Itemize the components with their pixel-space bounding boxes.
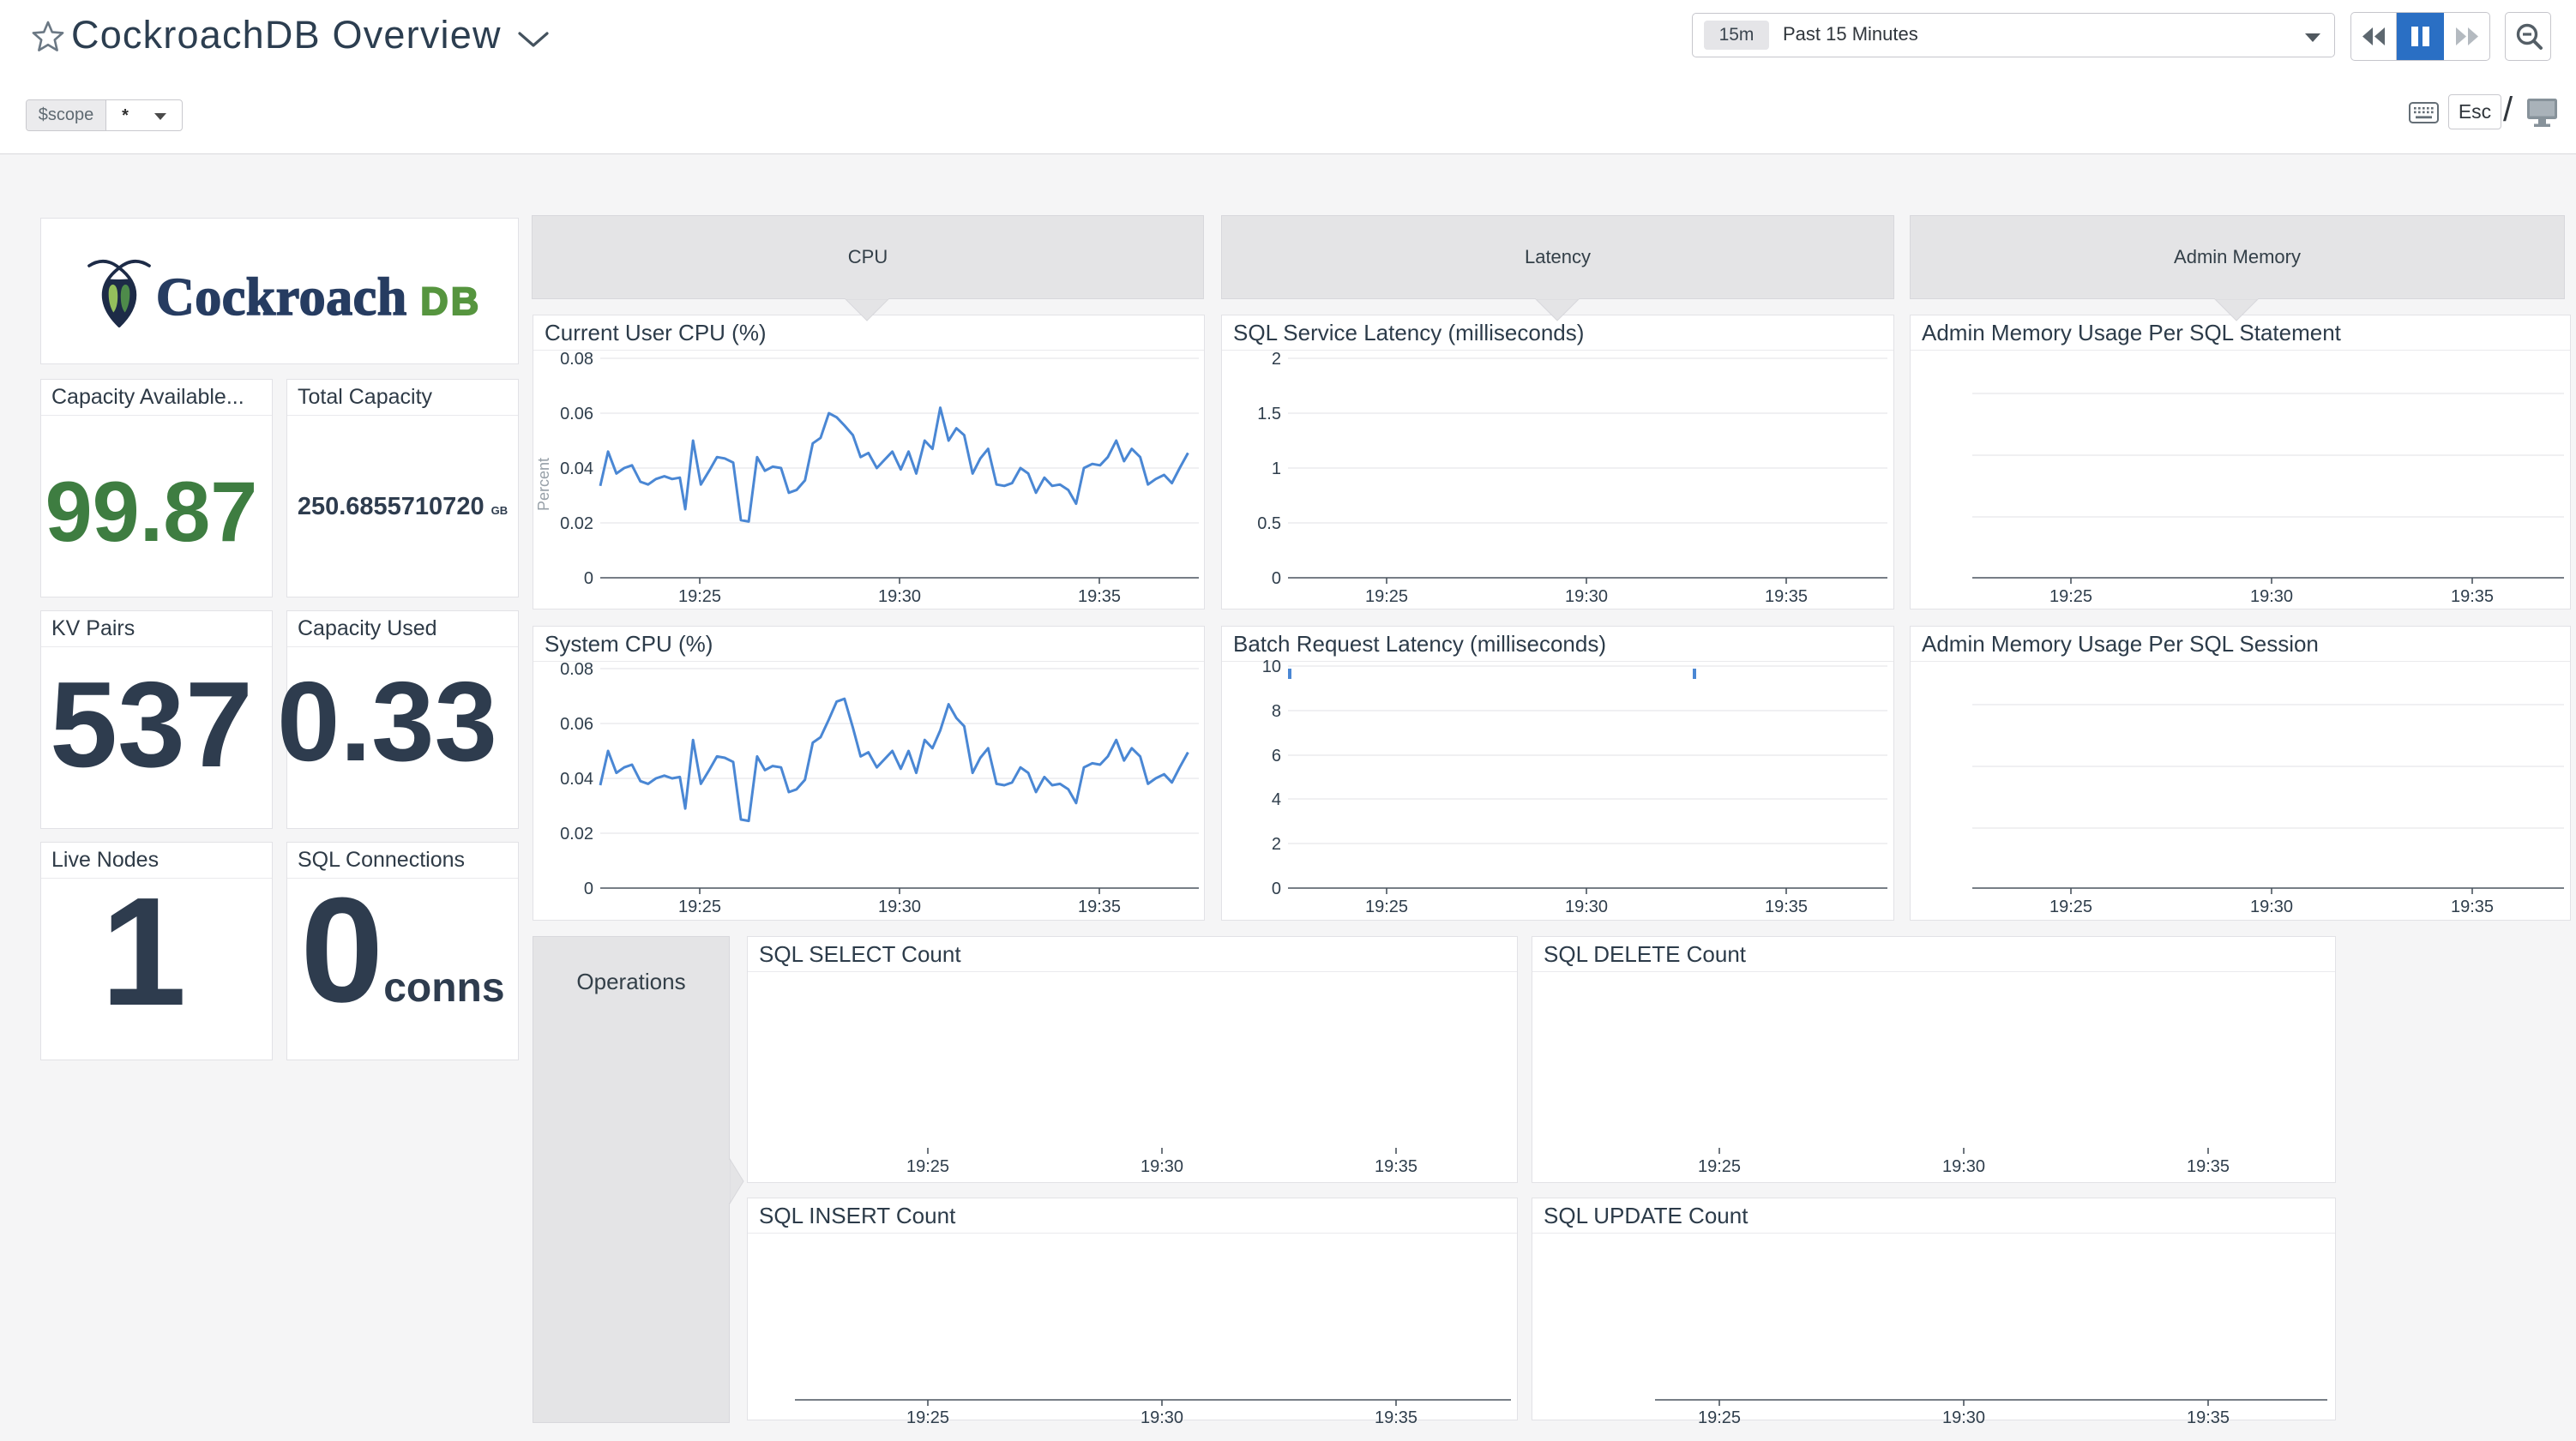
svg-text:/: / <box>2503 91 2513 129</box>
